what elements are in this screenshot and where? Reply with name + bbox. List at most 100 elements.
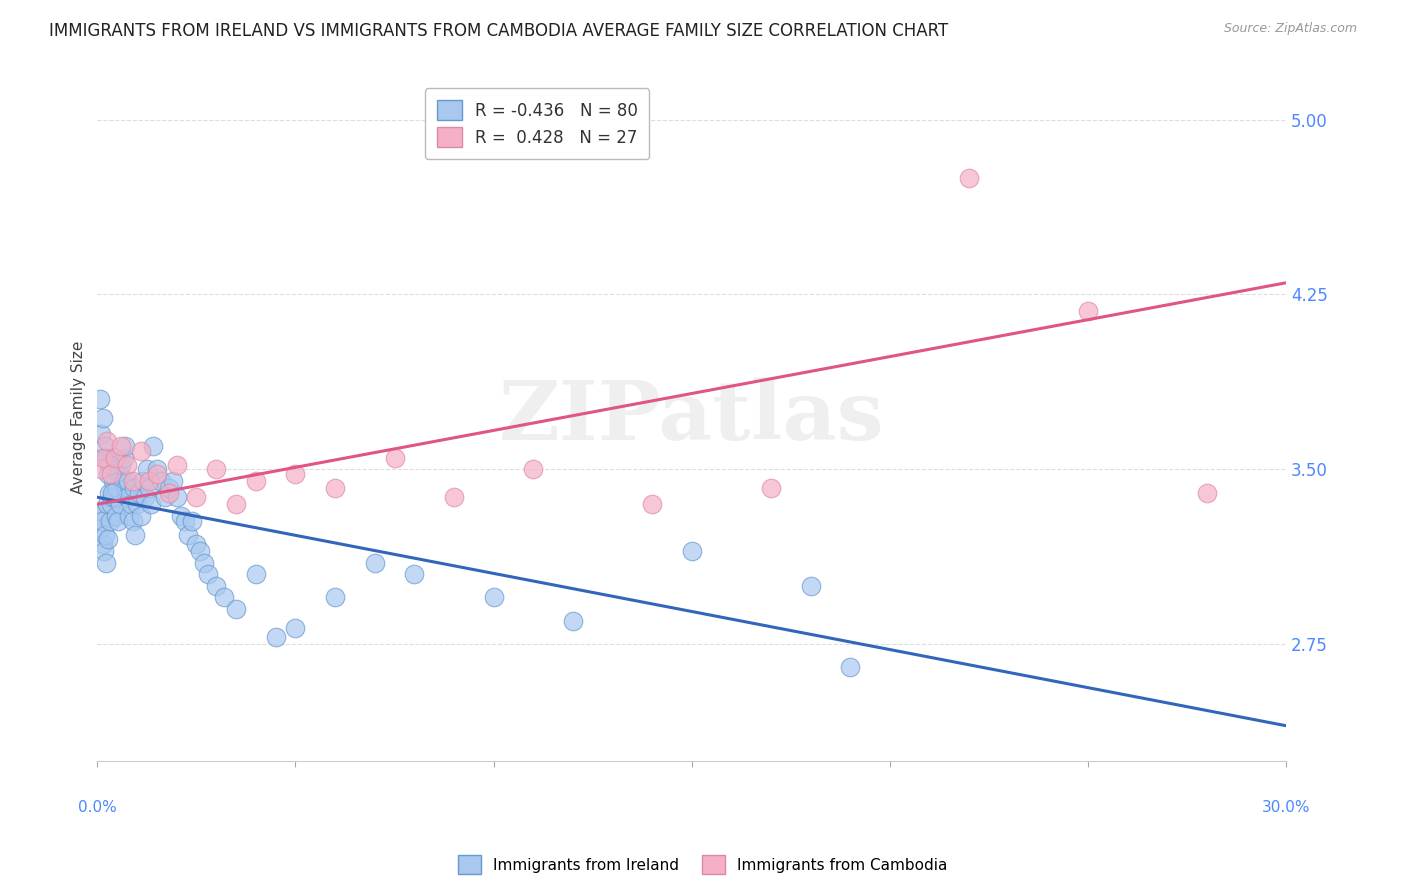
Point [186, 490, 208, 504]
Point [91, 514, 114, 528]
Text: IMMIGRANTS FROM IRELAND VS IMMIGRANTS FROM CAMBODIA AVERAGE FAMILY SIZE CORRELAT: IMMIGRANTS FROM IRELAND VS IMMIGRANTS FR… [49, 22, 949, 40]
Y-axis label: Average Family Size: Average Family Size [72, 340, 86, 493]
Point [284, 467, 307, 481]
Point [117, 474, 139, 488]
Point [205, 579, 228, 593]
Point [89, 508, 111, 523]
Point [193, 556, 215, 570]
Point [100, 485, 122, 500]
Point [157, 481, 180, 495]
Point [284, 621, 307, 635]
Point [681, 544, 703, 558]
Point [139, 497, 162, 511]
Point [245, 567, 267, 582]
Point [108, 467, 131, 481]
Point [91, 450, 114, 465]
Point [177, 527, 200, 541]
Point [97, 532, 120, 546]
Point [110, 439, 132, 453]
Point [120, 497, 142, 511]
Point [104, 450, 127, 465]
Point [799, 579, 821, 593]
Point [1077, 303, 1099, 318]
Point [146, 462, 169, 476]
Point [561, 614, 583, 628]
Point [166, 458, 188, 472]
Point [98, 458, 121, 472]
Text: 30.0%: 30.0% [1261, 799, 1310, 814]
Point [157, 485, 180, 500]
Point [89, 520, 111, 534]
Point [197, 567, 219, 582]
Point [94, 556, 117, 570]
Point [90, 427, 112, 442]
Point [129, 508, 152, 523]
Point [115, 481, 138, 495]
Point [162, 474, 184, 488]
Point [225, 497, 247, 511]
Point [89, 462, 111, 476]
Point [142, 439, 165, 453]
Point [839, 660, 862, 674]
Point [128, 485, 150, 500]
Point [105, 508, 128, 523]
Point [173, 514, 195, 528]
Text: 0.0%: 0.0% [77, 799, 117, 814]
Point [205, 462, 228, 476]
Point [384, 450, 406, 465]
Point [97, 467, 120, 481]
Point [125, 497, 148, 511]
Point [138, 481, 160, 495]
Point [166, 490, 188, 504]
Point [115, 490, 138, 504]
Point [91, 411, 114, 425]
Point [118, 508, 141, 523]
Point [135, 462, 157, 476]
Point [522, 462, 544, 476]
Point [96, 434, 118, 449]
Point [129, 443, 152, 458]
Point [482, 591, 505, 605]
Point [100, 497, 122, 511]
Point [124, 527, 146, 541]
Point [96, 450, 118, 465]
Point [112, 474, 135, 488]
Point [94, 439, 117, 453]
Point [112, 450, 135, 465]
Point [122, 474, 145, 488]
Text: Source: ZipAtlas.com: Source: ZipAtlas.com [1223, 22, 1357, 36]
Point [323, 591, 346, 605]
Point [134, 490, 156, 504]
Point [364, 556, 387, 570]
Point [110, 458, 132, 472]
Point [96, 497, 118, 511]
Point [146, 467, 169, 481]
Point [323, 481, 346, 495]
Point [91, 537, 114, 551]
Point [190, 544, 212, 558]
Point [90, 504, 112, 518]
Point [107, 514, 129, 528]
Point [104, 490, 127, 504]
Point [122, 514, 145, 528]
Point [98, 514, 121, 528]
Point [641, 497, 664, 511]
Point [264, 630, 287, 644]
Point [98, 485, 121, 500]
Point [103, 474, 125, 488]
Legend: Immigrants from Ireland, Immigrants from Cambodia: Immigrants from Ireland, Immigrants from… [453, 849, 953, 880]
Point [225, 602, 247, 616]
Point [957, 170, 980, 185]
Point [105, 481, 128, 495]
Legend: R = -0.436   N = 80, R =  0.428   N = 27: R = -0.436 N = 80, R = 0.428 N = 27 [425, 88, 650, 159]
Point [122, 481, 145, 495]
Point [443, 490, 465, 504]
Point [115, 458, 138, 472]
Point [245, 474, 267, 488]
Point [93, 450, 115, 465]
Point [101, 490, 124, 504]
Point [103, 462, 125, 476]
Text: ZIPatlas: ZIPatlas [499, 376, 884, 457]
Point [100, 467, 122, 481]
Point [169, 508, 191, 523]
